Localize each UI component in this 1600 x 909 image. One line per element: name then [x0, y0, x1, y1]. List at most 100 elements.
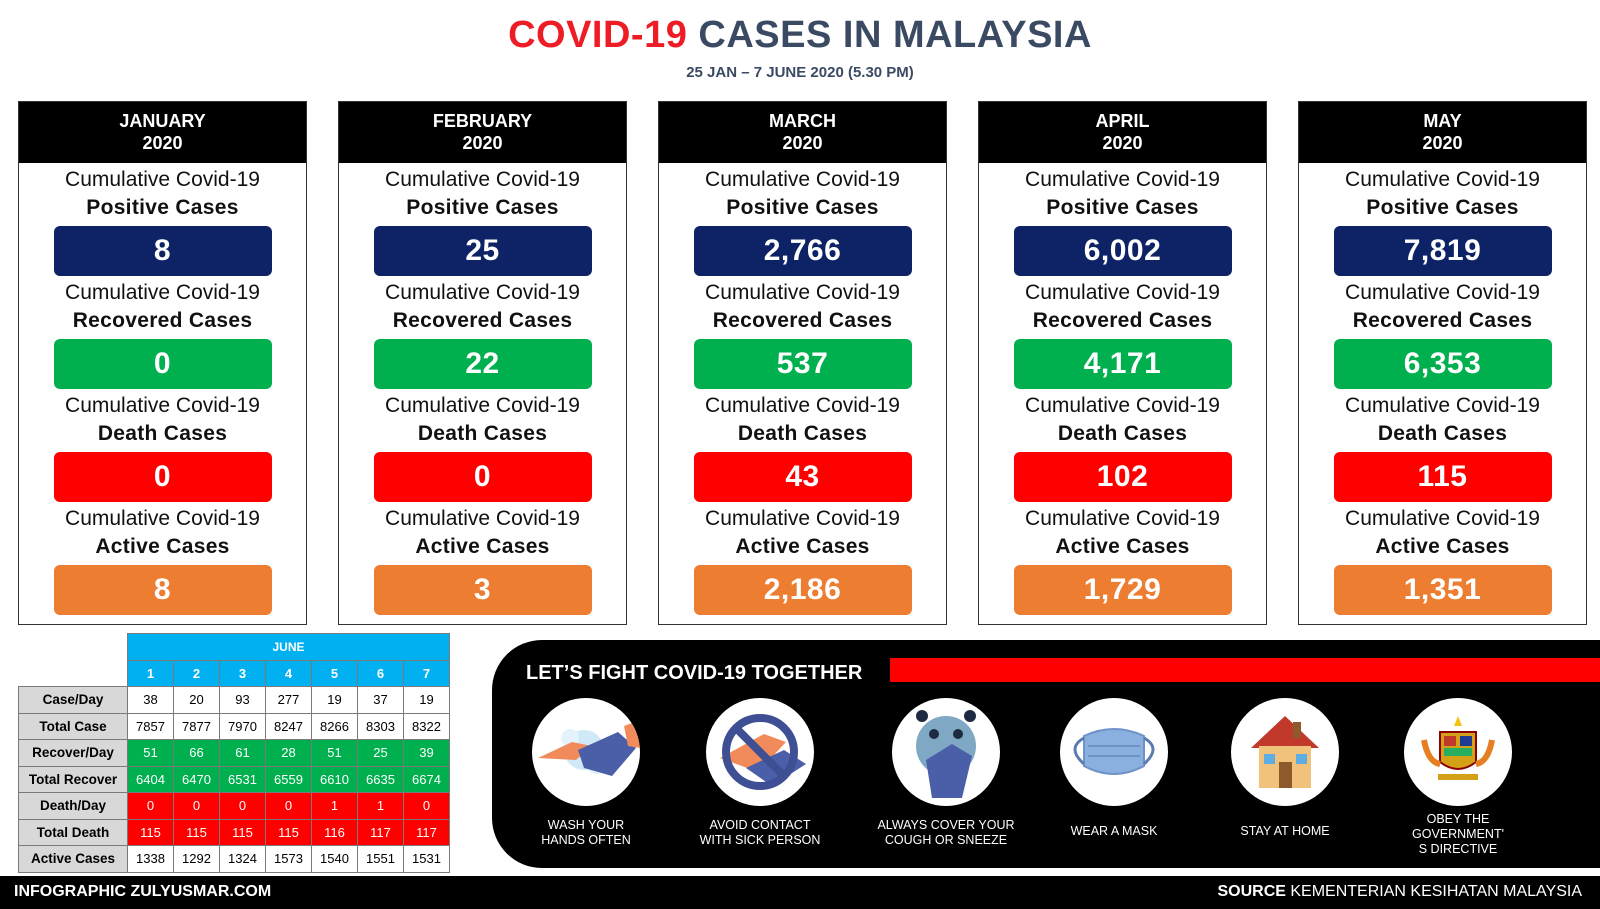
stat-label-recovered: Recovered Cases [1352, 309, 1533, 332]
table-cell: 8303 [357, 712, 404, 740]
active-value: 8 [53, 565, 272, 615]
stat-death: Cumulative Covid-19 Death Cases 43 [659, 392, 946, 502]
stat-label-positive: Positive Cases [1366, 196, 1519, 219]
stat-label-positive: Positive Cases [86, 196, 239, 219]
table-cell: 66 [173, 739, 220, 767]
table-cell: 1 [311, 792, 358, 820]
table-cell: 1531 [403, 845, 450, 873]
stat-label-death: Death Cases [417, 422, 548, 445]
stat-positive: Cumulative Covid-19 Positive Cases 25 [339, 166, 626, 276]
stat-label-cumulative: Cumulative Covid-19 [65, 394, 260, 417]
june-day-header: 1 [127, 659, 174, 687]
cover-cough-icon [892, 698, 1000, 806]
stat-label-cumulative: Cumulative Covid-19 [65, 168, 260, 191]
table-cell: 37 [357, 686, 404, 714]
table-cell: 51 [311, 739, 358, 767]
table-cell: 19 [311, 686, 358, 714]
tip-caption: WASH YOUR HANDS OFTEN [541, 818, 631, 847]
stat-death: Cumulative Covid-19 Death Cases 0 [19, 392, 306, 502]
tip-cover-cough: ALWAYS COVER YOUR COUGH OR SNEEZE [866, 698, 1026, 848]
stat-label-active: Active Cases [1375, 535, 1510, 558]
table-cell: 6674 [403, 765, 450, 793]
stat-recovered: Cumulative Covid-19 Recovered Cases 6,353 [1299, 279, 1586, 389]
mask-icon [1060, 698, 1168, 806]
stat-label-positive: Positive Cases [1046, 196, 1199, 219]
month-year: 2020 [1422, 133, 1463, 153]
table-cell: 51 [127, 739, 174, 767]
stat-label-cumulative: Cumulative Covid-19 [1345, 394, 1540, 417]
death-value: 0 [373, 452, 592, 502]
recovered-value: 4,171 [1013, 339, 1232, 389]
table-row: Recover/Day 51 66 61 28 51 25 39 [18, 739, 450, 767]
june-day-header: 3 [219, 659, 266, 687]
row-label: Case/Day [18, 686, 128, 714]
table-cell: 8322 [403, 712, 450, 740]
table-cell: 38 [127, 686, 174, 714]
table-cell: 7857 [127, 712, 174, 740]
table-cell: 7877 [173, 712, 220, 740]
stat-label-recovered: Recovered Cases [1032, 309, 1213, 332]
active-value: 3 [373, 565, 592, 615]
positive-value: 7,819 [1333, 226, 1552, 276]
recovered-value: 0 [53, 339, 272, 389]
stat-label-cumulative: Cumulative Covid-19 [1025, 507, 1220, 530]
stat-label-death: Death Cases [737, 422, 868, 445]
tip-caption: AVOID CONTACT WITH SICK PERSON [699, 818, 821, 847]
table-row: Death/Day 0 0 0 0 1 1 0 [18, 792, 450, 820]
tip-obey-government: OBEY THE GOVERNMENT' S DIRECTIVE [1378, 698, 1538, 857]
table-cell: 8247 [265, 712, 312, 740]
stat-active: Cumulative Covid-19 Active Cases 3 [339, 505, 626, 615]
tip-stay-home: STAY AT HOME [1205, 698, 1365, 839]
month-panel-april: APRIL 2020 Cumulative Covid-19 Positive Cas… [978, 101, 1267, 625]
title-cases: CASES IN MALAYSIA [698, 14, 1092, 56]
table-cell: 93 [219, 686, 266, 714]
footer: INFOGRAPHIC ZULYUSMAR.COM SOURCE KEMENTE… [0, 876, 1600, 909]
stat-label-cumulative: Cumulative Covid-19 [1345, 168, 1540, 191]
stat-label-cumulative: Cumulative Covid-19 [705, 281, 900, 304]
stat-active: Cumulative Covid-19 Active Cases 2,186 [659, 505, 946, 615]
table-cell: 1573 [265, 845, 312, 873]
stat-label-cumulative: Cumulative Covid-19 [385, 168, 580, 191]
table-row: Active Cases 1338 1292 1324 1573 1540 1551 1531 [18, 845, 450, 873]
table-cell: 7970 [219, 712, 266, 740]
table-cell: 61 [219, 739, 266, 767]
table-cell: 277 [265, 686, 312, 714]
stat-positive: Cumulative Covid-19 Positive Cases 7,819 [1299, 166, 1586, 276]
month-panel-may: MAY 2020 Cumulative Covid-19 Positive Cases… [1298, 101, 1587, 625]
positive-value: 8 [53, 226, 272, 276]
stat-label-cumulative: Cumulative Covid-19 [65, 507, 260, 530]
page-title: COVID-19 CASES IN MALAYSIA [0, 14, 1600, 57]
june-day-header: 7 [403, 659, 450, 687]
stat-label-cumulative: Cumulative Covid-19 [1345, 507, 1540, 530]
stat-label-cumulative: Cumulative Covid-19 [385, 281, 580, 304]
month-header: APRIL 2020 [979, 102, 1266, 163]
stat-label-cumulative: Cumulative Covid-19 [385, 394, 580, 417]
month-name: APRIL [1095, 111, 1150, 131]
stat-label-recovered: Recovered Cases [712, 309, 893, 332]
stat-recovered: Cumulative Covid-19 Recovered Cases 22 [339, 279, 626, 389]
stat-label-cumulative: Cumulative Covid-19 [1025, 168, 1220, 191]
table-cell: 0 [219, 792, 266, 820]
row-label: Active Cases [18, 845, 128, 873]
active-value: 2,186 [693, 565, 912, 615]
stat-death: Cumulative Covid-19 Death Cases 102 [979, 392, 1266, 502]
month-year: 2020 [142, 133, 183, 153]
stat-label-active: Active Cases [415, 535, 550, 558]
fight-title: LET’S FIGHT COVID-19 TOGETHER [526, 662, 863, 684]
stat-label-cumulative: Cumulative Covid-19 [385, 507, 580, 530]
death-value: 43 [693, 452, 912, 502]
month-panel-february: FEBRUARY 2020 Cumulative Covid-19 Positive … [338, 101, 627, 625]
row-label: Total Death [18, 818, 128, 846]
tip-wash-hands: WASH YOUR HANDS OFTEN [506, 698, 666, 848]
table-cell: 6404 [127, 765, 174, 793]
tip-caption: ALWAYS COVER YOUR COUGH OR SNEEZE [877, 818, 1015, 847]
stat-label-cumulative: Cumulative Covid-19 [1025, 281, 1220, 304]
table-cell: 0 [127, 792, 174, 820]
june-header: JUNE [127, 633, 450, 661]
stat-active: Cumulative Covid-19 Active Cases 1,729 [979, 505, 1266, 615]
month-header: FEBRUARY 2020 [339, 102, 626, 163]
table-cell: 6635 [357, 765, 404, 793]
table-cell: 39 [403, 739, 450, 767]
stat-label-cumulative: Cumulative Covid-19 [1345, 281, 1540, 304]
